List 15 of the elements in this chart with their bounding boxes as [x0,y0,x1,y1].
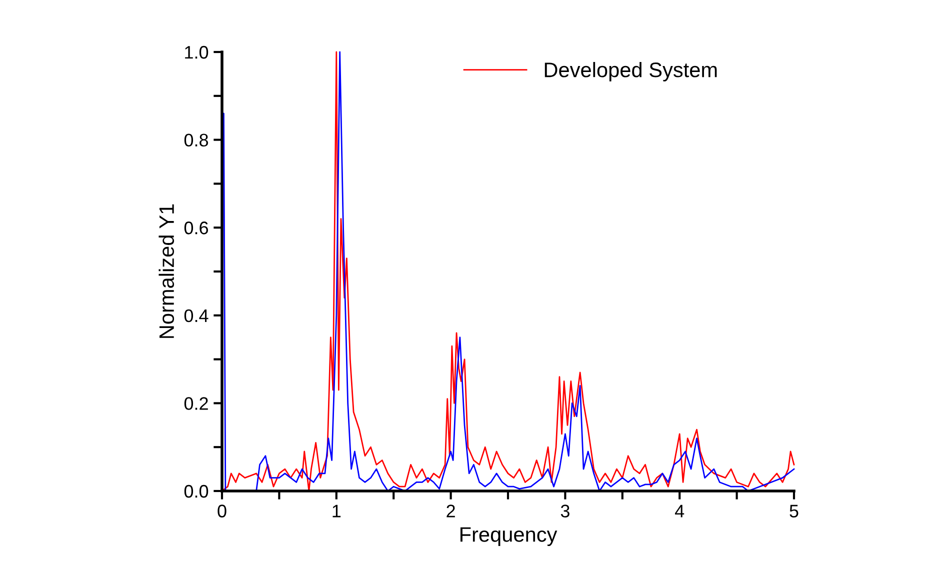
y-tick-label: 1.0 [185,46,208,59]
y-tick-label: 0.6 [184,222,208,234]
y-axis-title: Normalized Y1 [158,204,174,338]
y-tick-label: 0.4 [184,309,208,322]
y-tick-label: 0.2 [184,397,208,410]
x-tick-label: 5 [790,504,798,518]
legend-label: Developed System [544,62,717,82]
x-tick-label: 0 [218,504,226,518]
y-tick-label: 0.8 [184,134,208,147]
x-tick-label: 2 [446,504,455,518]
x-tick-label: 4 [674,504,684,518]
y-tick-label: 0.0 [184,484,208,498]
x-tick-label: 1 [332,504,341,518]
x-axis-title: Frequency [460,527,558,546]
x-tick-label: 3 [560,504,570,518]
